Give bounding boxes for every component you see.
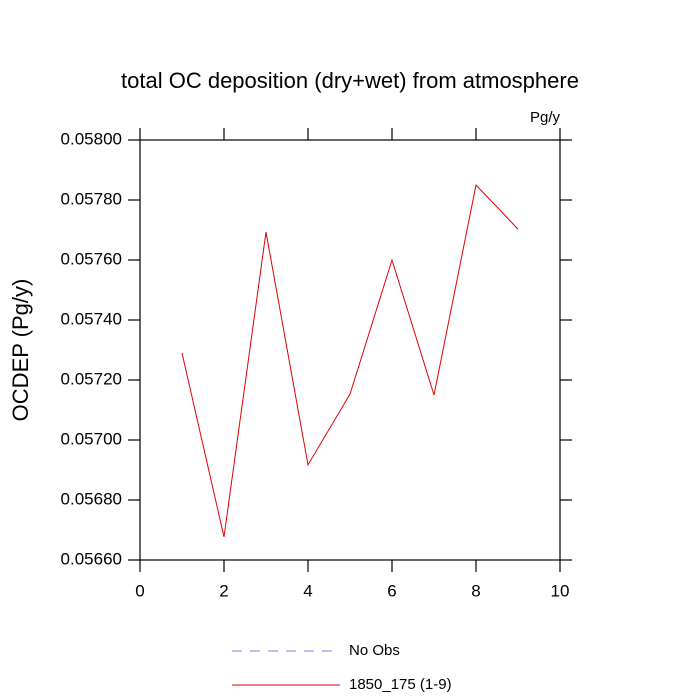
x-tick-label: 2 bbox=[219, 581, 228, 600]
y-tick-label: 0.05740 bbox=[61, 309, 122, 328]
legend-label: No Obs bbox=[349, 642, 400, 659]
data-line bbox=[181, 183, 519, 538]
y-tick-label: 0.05800 bbox=[61, 129, 122, 148]
chart-title: total OC deposition (dry+wet) from atmos… bbox=[121, 68, 579, 93]
x-tick-label: 6 bbox=[387, 581, 396, 600]
y-tick-label: 0.05680 bbox=[61, 489, 122, 508]
x-tick-label: 4 bbox=[303, 581, 312, 600]
y-tick-label: 0.05660 bbox=[61, 549, 122, 568]
legend-label: 1850_175 (1-9) bbox=[349, 676, 452, 693]
units-note: Pg/y bbox=[530, 109, 561, 126]
y-tick-label: 0.05700 bbox=[61, 429, 122, 448]
y-tick-label: 0.05760 bbox=[61, 249, 122, 268]
x-tick-label: 8 bbox=[471, 581, 480, 600]
x-tick-label: 0 bbox=[135, 581, 144, 600]
plot-frame bbox=[139, 139, 561, 561]
y-tick-label: 0.05780 bbox=[61, 189, 122, 208]
y-tick-label: 0.05720 bbox=[61, 369, 122, 388]
x-tick-label: 10 bbox=[551, 581, 570, 600]
y-axis-label: OCDEP (Pg/y) bbox=[8, 279, 33, 422]
